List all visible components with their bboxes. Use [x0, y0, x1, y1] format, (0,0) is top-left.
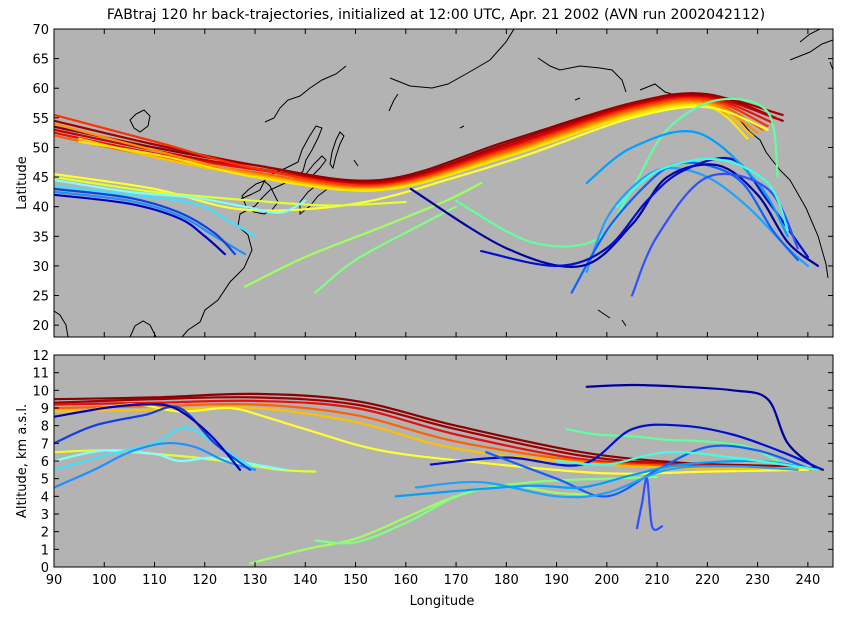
altitude-ytick-label: 9 [41, 402, 49, 417]
map-trajectory-15 [54, 178, 307, 214]
longitude-tick-label: 100 [92, 573, 117, 588]
map-ytick-label: 45 [32, 171, 49, 186]
map-trajectory-26 [615, 157, 789, 232]
altitude-trajectory-15 [54, 403, 242, 471]
map-trajectory-9 [78, 104, 749, 192]
altitude-trajectory-14 [54, 405, 252, 471]
altitude-ytick-label: 5 [41, 473, 49, 488]
longitude-tick-label: 230 [745, 573, 770, 588]
longitude-tick-label: 210 [645, 573, 670, 588]
map-trajectory-2 [54, 93, 784, 184]
altitude-trajectory-21 [635, 477, 664, 531]
map-ytick-label: 65 [32, 53, 49, 68]
longitude-tick-label: 170 [444, 573, 469, 588]
altitude-trajectory-17 [429, 423, 824, 471]
map-trajectory-24 [585, 130, 789, 238]
map-trajectory-11 [54, 176, 407, 207]
altitude-trajectory-20 [394, 459, 809, 498]
altitude-ytick-label: 7 [41, 437, 49, 452]
longitude-axis: 90 100 110 120 130 140 150 160 170 180 190 200 210 22… [46, 29, 820, 588]
longitude-tick-label: 150 [343, 573, 368, 588]
map-ytick-label: 40 [32, 201, 49, 216]
longitude-tick-label: 160 [393, 573, 418, 588]
altitude-trajectory-6 [54, 403, 809, 475]
map-trajectory-22 [409, 163, 819, 268]
trajectories-altitude [54, 383, 824, 565]
map-ytick-label: 30 [32, 260, 49, 275]
altitude-trajectory-22 [555, 450, 819, 471]
altitude-ytick-label: 3 [41, 508, 49, 523]
map-ytick-label: 20 [32, 319, 49, 334]
coastline [54, 29, 833, 337]
map-trajectory-19 [54, 193, 226, 256]
altitude-trajectory-11 [54, 449, 287, 471]
altitude-axis-label: Altitude, km a.s.l. [15, 404, 30, 518]
altitude-trajectory-8 [248, 484, 598, 565]
map-panel: 20 25 30 35 40 45 50 55 60 65 70 Latitude [15, 23, 834, 338]
altitude-trajectory-16 [585, 383, 819, 471]
longitude-axis-label: Longitude [410, 594, 475, 609]
altitude-trajectory-10 [565, 428, 779, 463]
longitude-tick-label: 90 [46, 573, 63, 588]
map-trajectory-23 [480, 157, 809, 268]
map-plot-area [54, 29, 833, 337]
longitude-tick-label: 140 [293, 573, 318, 588]
map-trajectory-14 [455, 97, 779, 248]
trajectories-map [54, 92, 819, 297]
altitude-trajectory-9 [314, 475, 659, 545]
altitude-ytick-label: 6 [41, 455, 49, 470]
latitude-axis: 20 25 30 35 40 45 50 55 60 65 70 [32, 23, 833, 334]
altitude-trajectory-13 [54, 441, 257, 489]
altitude-ytick-label: 10 [32, 384, 49, 399]
altitude-ytick-label: 4 [41, 490, 49, 505]
map-ytick-label: 60 [32, 82, 49, 97]
map-ytick-label: 55 [32, 112, 49, 127]
longitude-tick-label: 120 [192, 573, 217, 588]
altitude-ytick-label: 11 [32, 367, 49, 382]
map-trajectory-12 [243, 181, 483, 288]
map-trajectory-18 [54, 187, 236, 256]
map-trajectory-8 [78, 102, 754, 191]
map-frame [53, 28, 834, 338]
longitude-tick-label: 220 [695, 573, 720, 588]
latitude-axis-label: Latitude [15, 156, 30, 210]
longitude-tick-label: 130 [243, 573, 268, 588]
longitude-tick-label: 180 [494, 573, 519, 588]
map-trajectory-16 [54, 184, 257, 238]
map-ytick-label: 50 [32, 141, 49, 156]
map-ytick-label: 70 [32, 23, 49, 38]
altitude-ytick-label: 12 [32, 349, 49, 364]
map-ytick-label: 25 [32, 290, 49, 305]
longitude-tick-label: 240 [795, 573, 820, 588]
altitude-ytick-label: 1 [41, 543, 49, 558]
altitude-ytick-label: 0 [41, 561, 49, 576]
longitude-tick-label: 200 [594, 573, 619, 588]
map-trajectory-7 [54, 100, 759, 190]
map-trajectory-1 [54, 92, 784, 182]
chart-title: FABtraj 120 hr back-trajectories, initia… [107, 7, 765, 23]
altitude-ytick-label: 2 [41, 526, 49, 541]
map-trajectory-13 [314, 205, 458, 294]
altitude-trajectory-19 [414, 465, 799, 499]
map-trajectory-21 [570, 161, 799, 294]
altitude-ytick-label: 8 [41, 420, 49, 435]
longitude-tick-label: 190 [544, 573, 569, 588]
longitude-tick-label: 110 [142, 573, 167, 588]
map-ytick-label: 35 [32, 230, 49, 245]
